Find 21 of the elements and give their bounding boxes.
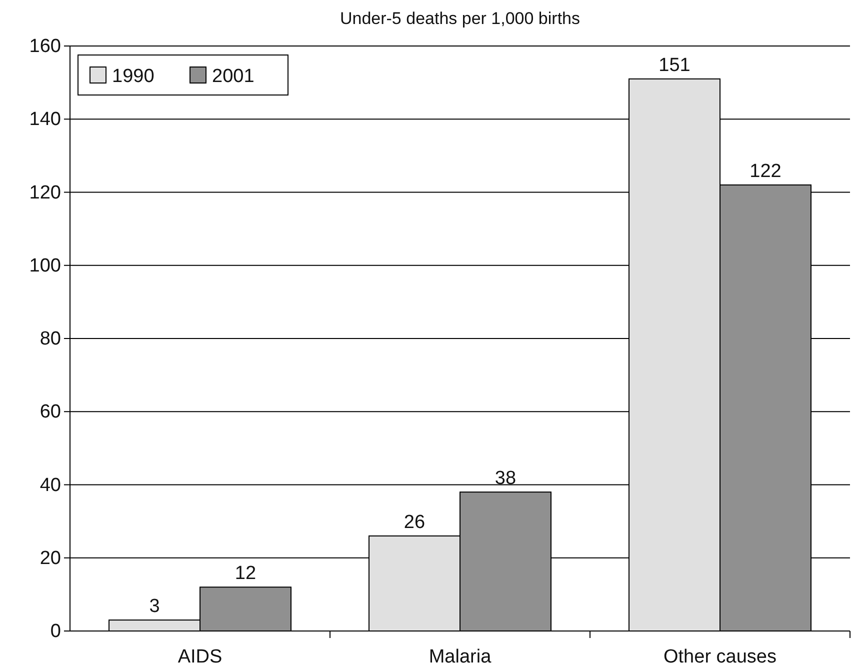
legend-label: 1990: [112, 66, 154, 87]
data-label: 3: [149, 596, 160, 618]
y-tick-label: 100: [29, 255, 61, 276]
x-tick-label: AIDS: [178, 646, 222, 668]
legend-label: 2001: [212, 66, 254, 87]
y-tick-label: 80: [40, 328, 61, 350]
data-label: 151: [658, 54, 690, 76]
x-tick-label: Other causes: [664, 646, 776, 668]
y-tick-label: 20: [40, 548, 61, 569]
data-label: 38: [494, 468, 516, 490]
data-label: 122: [750, 160, 782, 182]
chart-title: Under-5 deaths per 1,000 births: [340, 9, 580, 28]
y-tick-label: 0: [50, 621, 61, 642]
y-tick-label: 40: [40, 474, 61, 496]
x-tick-label: Malaria: [428, 646, 492, 668]
y-tick-label: 60: [40, 402, 61, 423]
y-tick-label: 140: [29, 109, 61, 130]
data-label: 26: [404, 512, 426, 533]
data-label: 12: [234, 563, 256, 584]
y-tick-label: 120: [29, 182, 61, 204]
y-tick-label: 160: [29, 36, 61, 58]
